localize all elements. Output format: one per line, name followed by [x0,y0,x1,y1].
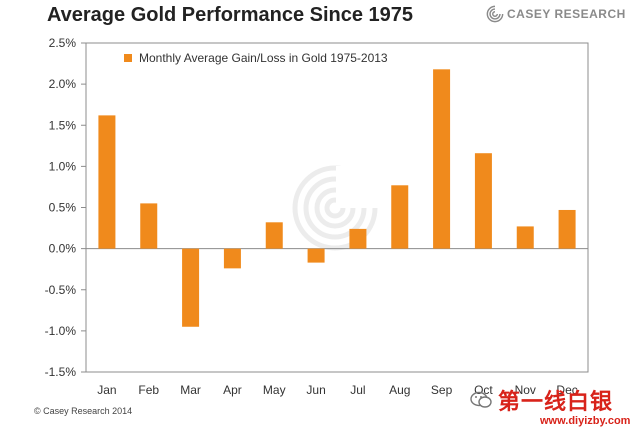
legend-swatch [124,54,132,62]
bar-sep [433,69,451,249]
y-tick-label: 1.0% [49,159,77,173]
x-tick-label: Dec [556,383,577,397]
x-tick-label: Jan [97,383,116,397]
y-tick-label: -0.5% [45,283,77,297]
x-tick-label: Nov [515,383,536,397]
bar-apr [223,248,241,269]
y-tick-label: 1.5% [49,118,77,132]
legend-label: Monthly Average Gain/Loss in Gold 1975-2… [139,51,388,65]
x-tick-label: Oct [474,383,493,397]
y-tick-label: 2.5% [49,36,77,50]
wechat-icon [470,391,492,408]
logo-text: CASEY RESEARCH [507,7,626,21]
bar-feb [140,203,158,249]
x-tick-label: Jul [350,383,365,397]
x-tick-label: Aug [389,383,410,397]
y-tick-label: 2.0% [49,77,77,91]
bar-jan [98,115,116,249]
x-tick-label: Mar [180,383,201,397]
x-tick-label: May [263,383,286,397]
spiral-logo-icon [486,5,504,23]
watermark: 第一线白银 [470,384,613,416]
casey-research-logo: CASEY RESEARCH [486,5,626,23]
bar-aug [391,185,409,249]
copyright-text: © Casey Research 2014 [34,406,133,416]
watermark-url: www.diyizby.com [540,415,631,427]
bar-may [265,222,283,249]
legend: Monthly Average Gain/Loss in Gold 1975-2… [124,51,388,65]
watermark-text: 第一线白银 [498,389,614,414]
bar-mar [182,248,200,327]
x-tick-label: Sep [431,383,453,397]
bar-dec [558,209,576,249]
y-tick-label: -1.5% [45,365,77,379]
x-tick-label: Jun [306,383,325,397]
bar-jun [307,248,325,263]
y-tick-label: 0.5% [49,201,77,215]
center-watermark-icon [292,165,380,251]
x-tick-label: Feb [138,383,159,397]
x-tick-label: Apr [223,383,242,397]
y-tick-label: -1.0% [45,324,77,338]
bar-nov [516,226,534,249]
chart-title: Average Gold Performance Since 1975 [46,4,414,26]
bar-jul [349,228,367,249]
y-tick-label: 0.0% [49,242,77,256]
bar-oct [474,153,492,249]
